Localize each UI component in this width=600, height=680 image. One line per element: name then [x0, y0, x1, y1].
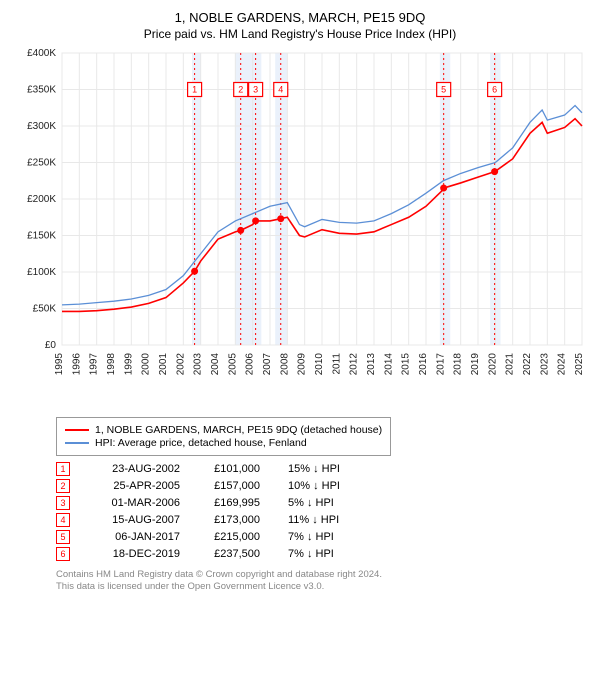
- svg-text:1: 1: [192, 85, 197, 95]
- transaction-row: 5 06-JAN-2017£215,0007% ↓ HPI: [56, 530, 588, 544]
- legend: 1, NOBLE GARDENS, MARCH, PE15 9DQ (detac…: [56, 417, 391, 456]
- legend-swatch: [65, 429, 89, 431]
- svg-text:2: 2: [238, 85, 243, 95]
- svg-text:£200K: £200K: [27, 194, 56, 205]
- svg-text:2008: 2008: [279, 353, 290, 376]
- transaction-price: £173,000: [208, 514, 288, 526]
- transaction-price: £215,000: [208, 531, 288, 543]
- legend-swatch: [65, 442, 89, 444]
- transaction-price: £169,995: [208, 497, 288, 509]
- transaction-diff: 7% ↓ HPI: [288, 531, 388, 543]
- footer-line2: This data is licensed under the Open Gov…: [56, 581, 588, 593]
- svg-text:£300K: £300K: [27, 121, 56, 132]
- svg-text:£400K: £400K: [27, 49, 56, 59]
- transaction-diff: 7% ↓ HPI: [288, 548, 388, 560]
- legend-label: HPI: Average price, detached house, Fenl…: [95, 437, 307, 449]
- svg-text:2009: 2009: [297, 353, 308, 376]
- svg-text:2018: 2018: [453, 353, 464, 376]
- transaction-price: £101,000: [208, 463, 288, 475]
- svg-text:2004: 2004: [210, 353, 221, 376]
- transaction-row: 4 15-AUG-2007£173,00011% ↓ HPI: [56, 513, 588, 527]
- svg-text:2000: 2000: [141, 353, 152, 376]
- svg-text:3: 3: [253, 85, 258, 95]
- transaction-marker: 4: [56, 513, 70, 527]
- transaction-price: £237,500: [208, 548, 288, 560]
- transaction-diff: 10% ↓ HPI: [288, 480, 388, 492]
- svg-text:£150K: £150K: [27, 231, 56, 242]
- legend-item: HPI: Average price, detached house, Fenl…: [65, 437, 382, 449]
- svg-text:2020: 2020: [487, 353, 498, 376]
- legend-label: 1, NOBLE GARDENS, MARCH, PE15 9DQ (detac…: [95, 424, 382, 436]
- svg-text:£100K: £100K: [27, 267, 56, 278]
- svg-text:2002: 2002: [175, 353, 186, 376]
- svg-text:2001: 2001: [158, 353, 169, 376]
- svg-text:2011: 2011: [331, 353, 342, 375]
- sale-marker: [237, 227, 244, 234]
- transaction-date: 01-MAR-2006: [88, 497, 208, 509]
- transaction-diff: 15% ↓ HPI: [288, 463, 388, 475]
- transaction-marker: 2: [56, 479, 70, 493]
- chart-container: { "title": "1, NOBLE GARDENS, MARCH, PE1…: [0, 0, 600, 604]
- svg-text:1995: 1995: [54, 353, 65, 376]
- svg-text:4: 4: [278, 85, 283, 95]
- svg-text:2014: 2014: [383, 353, 394, 376]
- transaction-row: 3 01-MAR-2006£169,9955% ↓ HPI: [56, 496, 588, 510]
- transaction-row: 1 23-AUG-2002£101,00015% ↓ HPI: [56, 462, 588, 476]
- transaction-date: 23-AUG-2002: [88, 463, 208, 475]
- footer-line1: Contains HM Land Registry data © Crown c…: [56, 569, 588, 581]
- chart-plot-area: £0 £50K £100K £150K £200K £250K £300K £350K £400…: [12, 49, 588, 409]
- transaction-date: 06-JAN-2017: [88, 531, 208, 543]
- svg-text:2024: 2024: [557, 353, 568, 376]
- svg-text:£350K: £350K: [27, 85, 56, 96]
- transaction-row: 2 25-APR-2005£157,00010% ↓ HPI: [56, 479, 588, 493]
- svg-text:2007: 2007: [262, 353, 273, 376]
- transaction-marker: 5: [56, 530, 70, 544]
- transaction-marker: 3: [56, 496, 70, 510]
- transaction-diff: 5% ↓ HPI: [288, 497, 388, 509]
- transaction-date: 15-AUG-2007: [88, 514, 208, 526]
- svg-text:2005: 2005: [227, 353, 238, 376]
- svg-text:2015: 2015: [401, 353, 412, 376]
- transaction-row: 6 18-DEC-2019£237,5007% ↓ HPI: [56, 547, 588, 561]
- svg-text:£0: £0: [45, 340, 57, 351]
- svg-text:2003: 2003: [193, 353, 204, 376]
- svg-text:6: 6: [492, 85, 497, 95]
- svg-text:2006: 2006: [245, 353, 256, 376]
- sale-marker: [252, 217, 259, 224]
- chart-svg: £0 £50K £100K £150K £200K £250K £300K £350K £400…: [12, 49, 588, 409]
- svg-text:2023: 2023: [539, 353, 550, 376]
- transaction-marker: 1: [56, 462, 70, 476]
- svg-text:2021: 2021: [505, 353, 516, 376]
- sale-marker: [440, 185, 447, 192]
- chart-title: 1, NOBLE GARDENS, MARCH, PE15 9DQ: [12, 10, 588, 25]
- sale-marker: [191, 268, 198, 275]
- sale-marker: [491, 168, 498, 175]
- svg-text:2017: 2017: [435, 353, 446, 376]
- svg-text:1998: 1998: [106, 353, 117, 376]
- svg-text:2019: 2019: [470, 353, 481, 376]
- svg-text:2022: 2022: [522, 353, 533, 376]
- transaction-date: 25-APR-2005: [88, 480, 208, 492]
- svg-text:1996: 1996: [71, 353, 82, 376]
- transaction-date: 18-DEC-2019: [88, 548, 208, 560]
- transaction-diff: 11% ↓ HPI: [288, 514, 388, 526]
- svg-text:2016: 2016: [418, 353, 429, 376]
- transactions-table: 1 23-AUG-2002£101,00015% ↓ HPI 2 25-APR-200…: [56, 462, 588, 561]
- transaction-price: £157,000: [208, 480, 288, 492]
- svg-text:2013: 2013: [366, 353, 377, 376]
- sale-marker: [277, 215, 284, 222]
- svg-text:2025: 2025: [574, 353, 585, 376]
- svg-text:1999: 1999: [123, 353, 134, 376]
- footer-attribution: Contains HM Land Registry data © Crown c…: [56, 569, 588, 594]
- svg-text:1997: 1997: [89, 353, 100, 376]
- chart-subtitle: Price paid vs. HM Land Registry's House …: [12, 27, 588, 41]
- transaction-marker: 6: [56, 547, 70, 561]
- svg-text:2012: 2012: [349, 353, 360, 376]
- svg-text:£250K: £250K: [27, 158, 56, 169]
- svg-text:£50K: £50K: [33, 304, 57, 315]
- svg-text:5: 5: [441, 85, 446, 95]
- legend-item: 1, NOBLE GARDENS, MARCH, PE15 9DQ (detac…: [65, 424, 382, 436]
- svg-text:2010: 2010: [314, 353, 325, 376]
